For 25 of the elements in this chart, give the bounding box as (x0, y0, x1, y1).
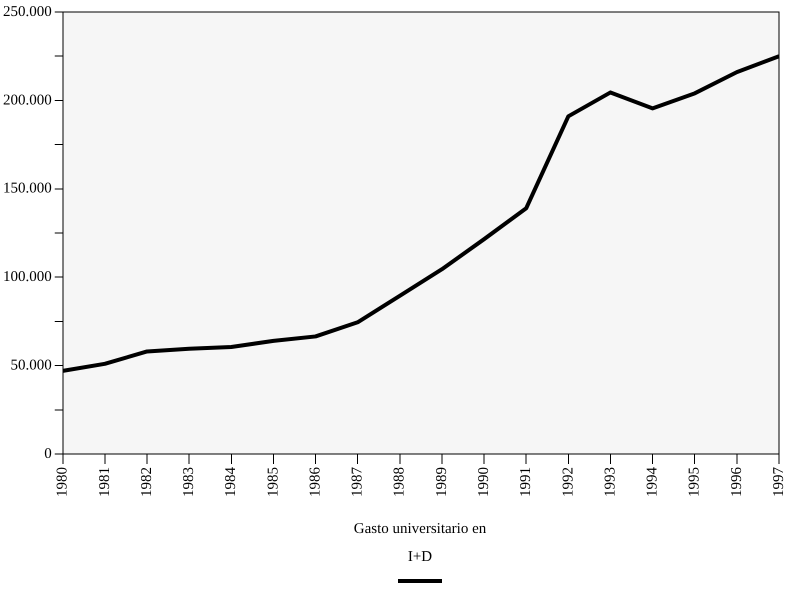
y-tick-label: 200.000 (3, 92, 52, 108)
x-tick-label: 1994 (644, 466, 661, 497)
x-tick-label: 1980 (54, 467, 71, 497)
x-tick-label: 1988 (392, 467, 408, 497)
y-tick-label: 0 (44, 446, 52, 462)
y-tick-label: 250.000 (3, 4, 52, 20)
x-tick-label: 1992 (560, 467, 576, 497)
x-tick-label: 1983 (181, 467, 198, 497)
x-tick-label: 1997 (770, 466, 787, 497)
x-tick-label: 1985 (265, 467, 282, 497)
x-tick-label: 1981 (96, 467, 113, 497)
x-tick-label: 1993 (602, 467, 618, 497)
x-tick-label: 1989 (434, 467, 450, 497)
x-tick-label: 1987 (350, 466, 366, 497)
x-tick-label: 1984 (223, 466, 240, 497)
y-tick-label: 150.000 (3, 180, 52, 197)
y-tick-label: 100.000 (3, 269, 52, 286)
x-tick-label: 1990 (476, 467, 492, 497)
x-tick-label: 1995 (686, 467, 703, 497)
x-tick-label: 1982 (138, 467, 155, 497)
x-tick-label: 1986 (307, 466, 324, 497)
x-tick-label: 1996 (728, 466, 745, 497)
x-tick-label: 1991 (518, 467, 534, 497)
text: Gasto universitario en I+D (352, 520, 488, 567)
y-tick-label: 50.000 (10, 358, 52, 374)
